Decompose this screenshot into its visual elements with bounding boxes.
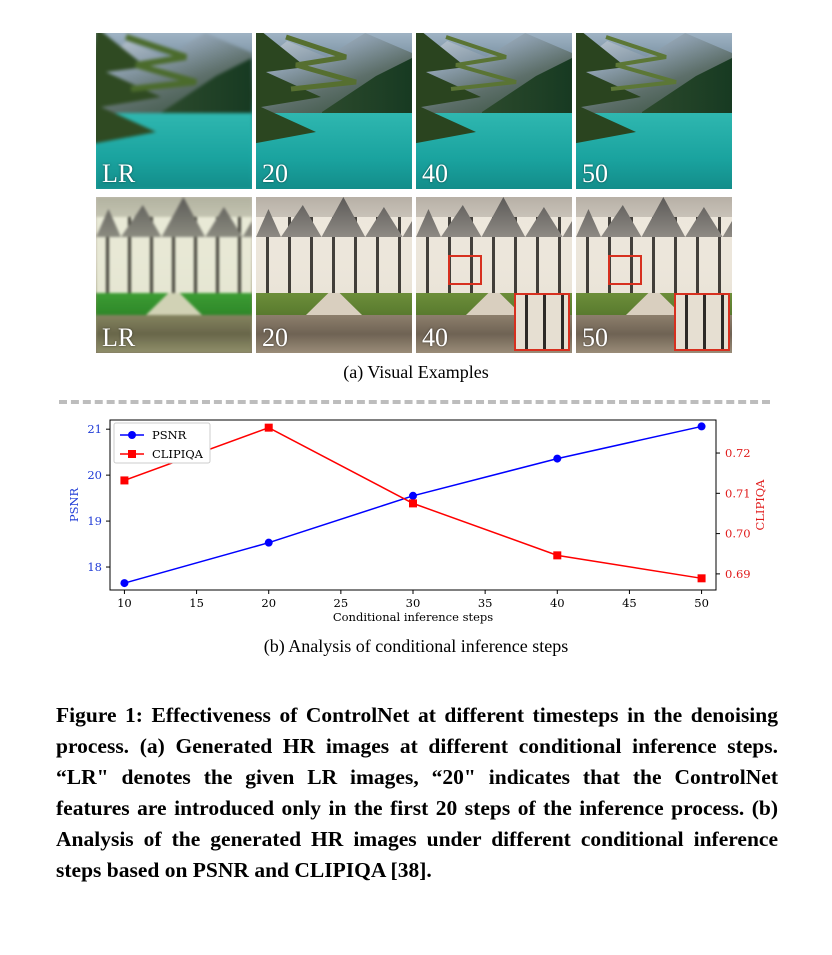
y-left-tick-label: 21	[87, 422, 102, 436]
y-right-tick-label: 0.71	[725, 486, 751, 500]
legend-marker	[128, 450, 136, 458]
x-tick-label: 10	[117, 596, 132, 610]
legend-label: PSNR	[152, 428, 187, 442]
y-right-tick-label: 0.72	[725, 446, 751, 460]
castle-image-lr: LR	[96, 197, 252, 353]
lake-row: LR 20 40 50	[96, 33, 734, 189]
y-left-axis-label: PSNR	[67, 487, 81, 522]
x-tick-label: 40	[550, 596, 565, 610]
point-psnr	[409, 491, 417, 500]
point-clipiqa	[697, 574, 706, 583]
point-clipiqa	[264, 423, 273, 432]
psnr-clipiqa-chart: 10 15 20 25 30 35 40 45 50 Conditional inference …	[67, 419, 767, 624]
x-tick-label: 45	[622, 596, 637, 610]
castle-image-20: 20	[256, 197, 412, 353]
tile-label: 20	[262, 323, 288, 352]
x-axis-label: Conditional inference steps	[333, 610, 493, 624]
legend-marker	[128, 431, 136, 439]
zoom-region-box	[448, 255, 482, 285]
tile-label: LR	[102, 159, 136, 188]
zoom-region-box	[608, 255, 642, 285]
x-tick-label: 15	[189, 596, 204, 610]
y-right-tick-label: 0.69	[725, 567, 751, 581]
x-tick-label: 20	[261, 596, 276, 610]
point-psnr	[120, 579, 129, 588]
section-divider	[59, 400, 770, 404]
y-right-axis-label: CLIPIQA	[753, 479, 767, 531]
lake-image-20: 20	[256, 33, 412, 189]
lake-image-lr: LR	[96, 33, 252, 189]
point-psnr	[553, 454, 562, 463]
castle-image-40: 40	[416, 197, 572, 353]
y-right-tick-label: 0.70	[725, 527, 751, 541]
point-clipiqa	[409, 499, 417, 508]
tile-label: 50	[582, 323, 608, 352]
zoom-inset	[674, 293, 730, 351]
caption-visual-examples: (a) Visual Examples	[343, 362, 489, 382]
y-left-tick-label: 19	[87, 514, 102, 528]
x-tick-label: 25	[334, 596, 349, 610]
x-tick-label: 35	[478, 596, 493, 610]
y-left-tick-label: 18	[87, 560, 102, 574]
castle-image-50: 50	[576, 197, 732, 353]
lake-image-50: 50	[576, 33, 732, 189]
point-psnr	[264, 538, 273, 547]
x-tick-label: 30	[406, 596, 421, 610]
tile-label: 40	[422, 159, 448, 188]
y-left-tick-label: 20	[87, 468, 102, 482]
caption-inference-steps: (b) Analysis of conditional inference st…	[263, 636, 569, 656]
figure-caption: Figure 1: Effectiveness of ControlNet at…	[56, 703, 778, 882]
castle-row: LR 20 40 50	[96, 197, 734, 353]
tile-label: 40	[422, 323, 448, 352]
point-clipiqa	[120, 476, 129, 485]
tile-label: 50	[582, 159, 608, 188]
legend-label: CLIPIQA	[152, 447, 204, 461]
point-psnr	[697, 422, 706, 431]
point-clipiqa	[553, 551, 562, 560]
lake-image-40: 40	[416, 33, 572, 189]
tile-label: LR	[102, 323, 136, 352]
legend-box	[113, 422, 211, 464]
zoom-inset	[514, 293, 570, 351]
x-tick-label: 50	[694, 596, 709, 610]
tile-label: 20	[262, 159, 288, 188]
